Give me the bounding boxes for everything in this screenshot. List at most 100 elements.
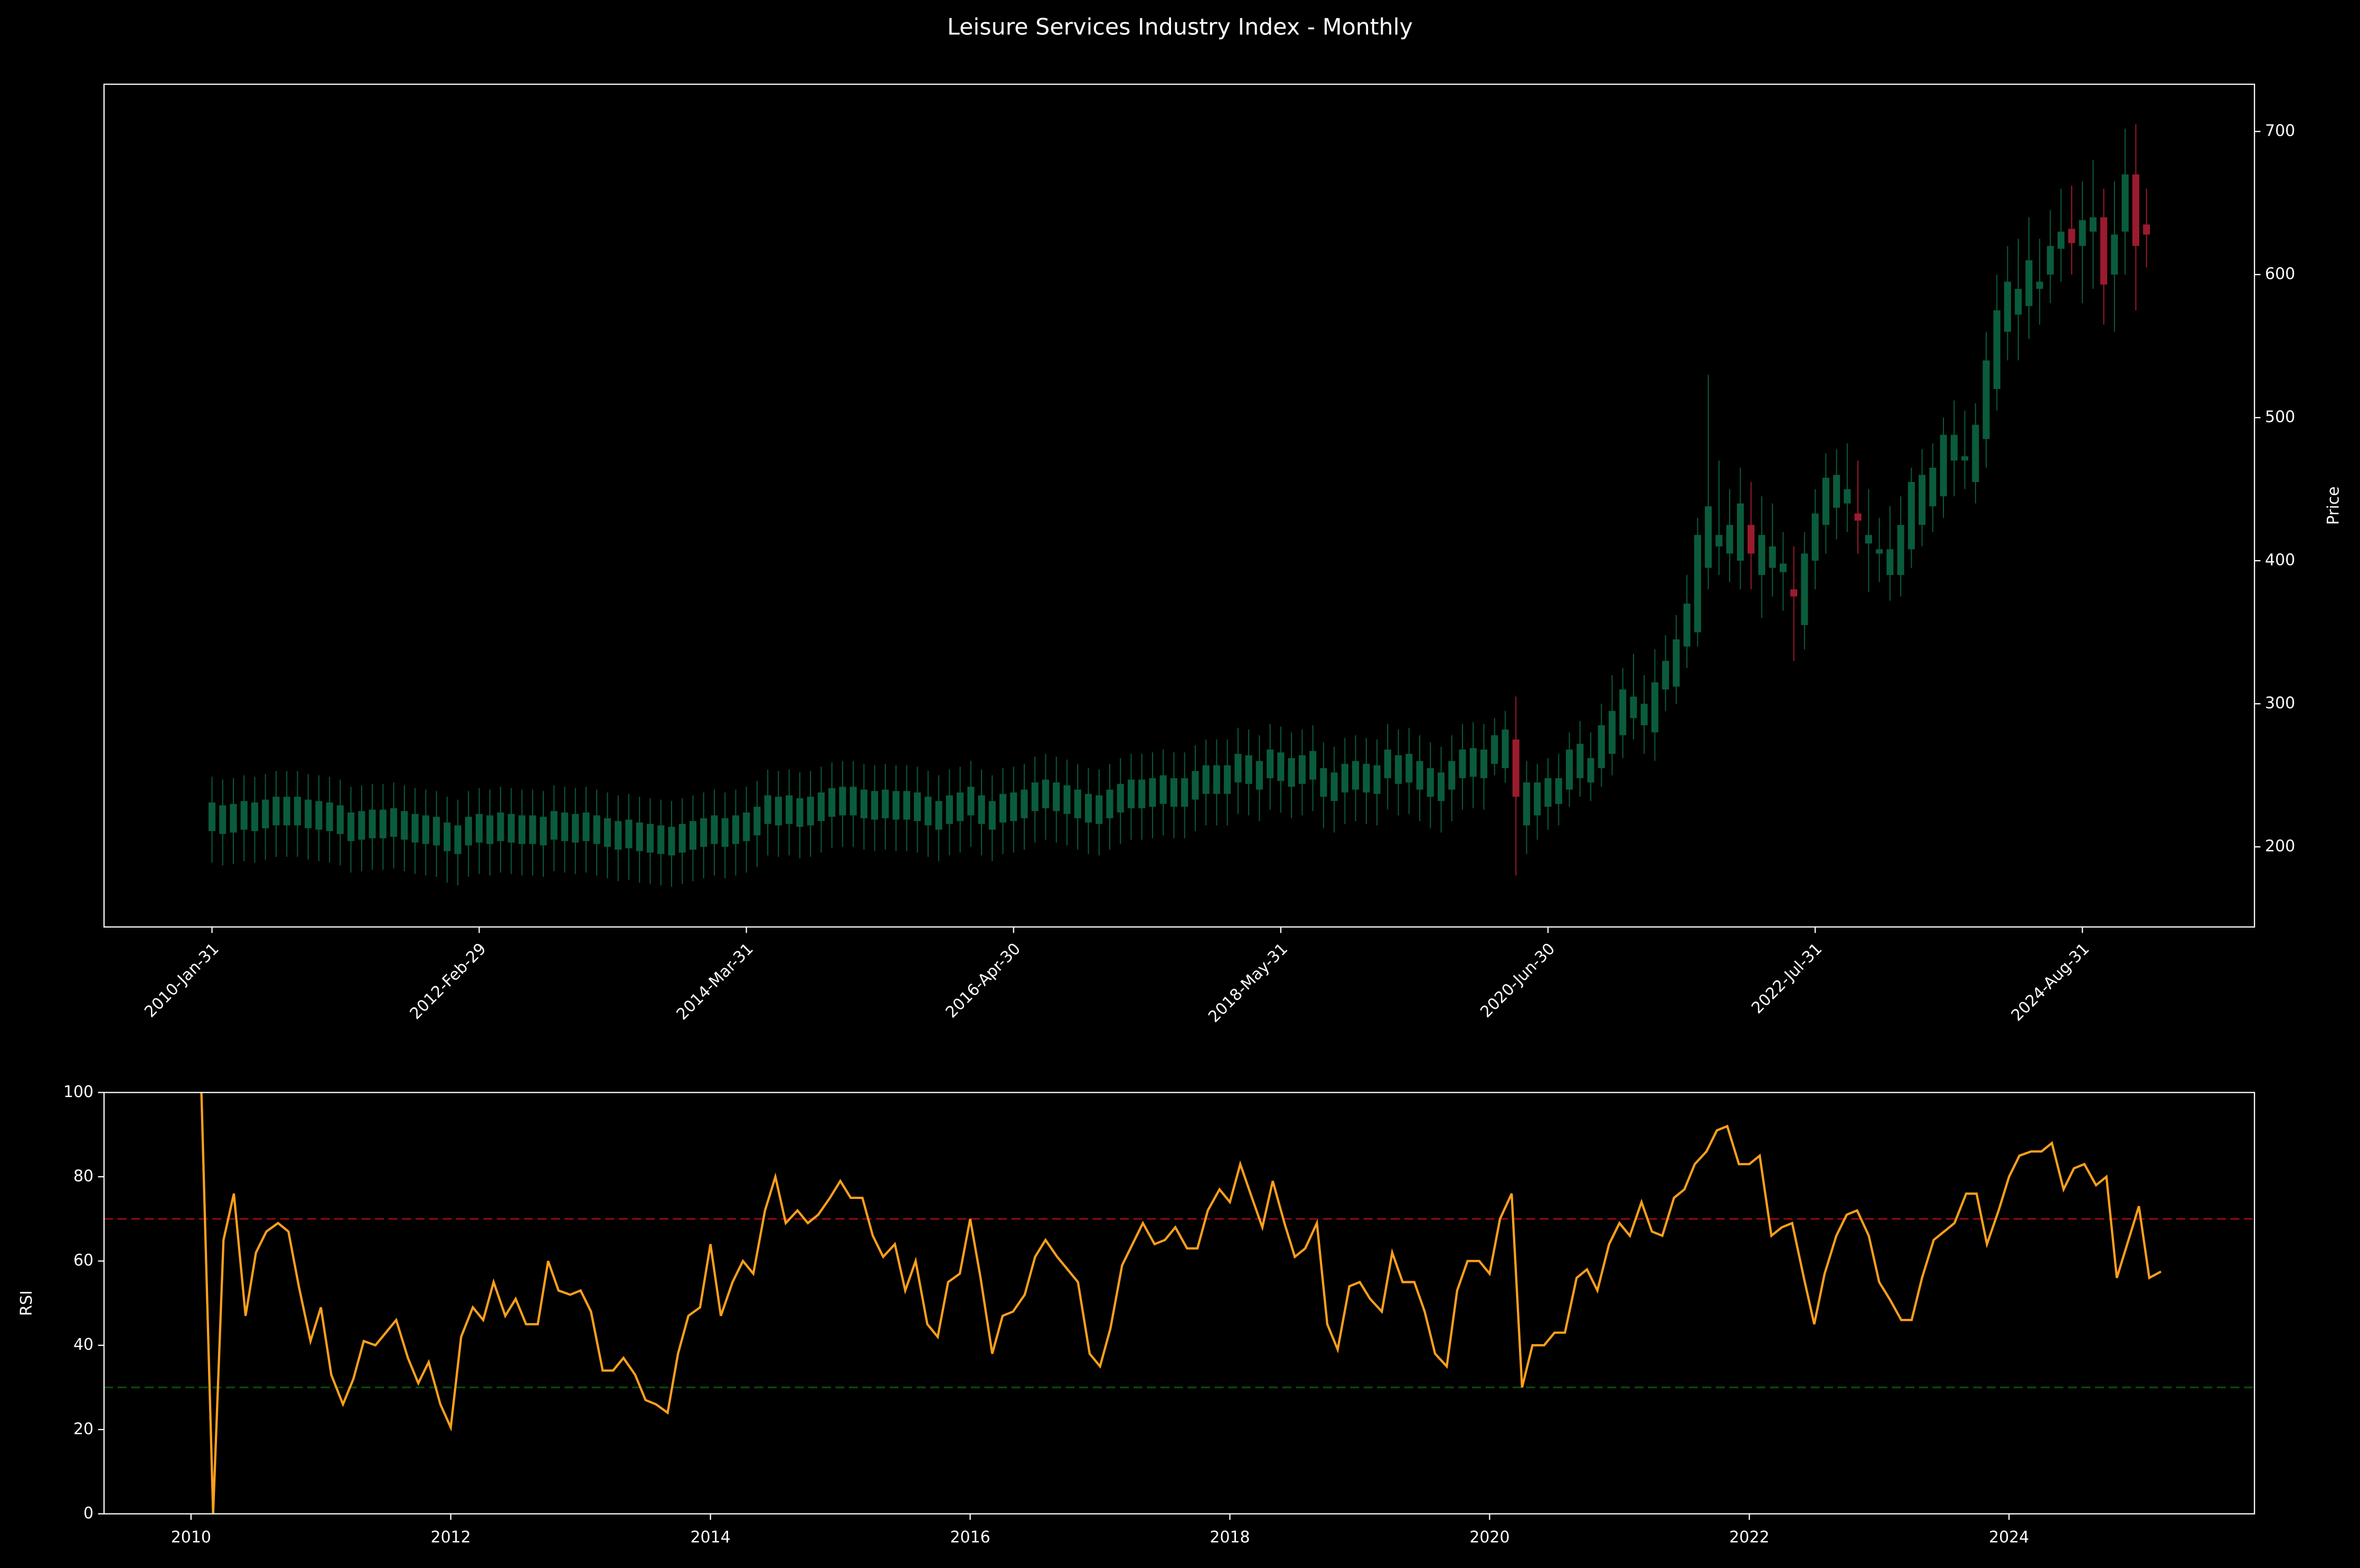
candle-body [1405,753,1413,783]
candle-body [443,822,451,852]
candle-body [1779,563,1787,572]
candle-body [540,817,547,846]
candle-body [892,791,900,820]
candle-body [369,809,376,838]
candle-body [294,797,301,826]
x-tick-label: 2024 [1989,1528,2029,1546]
candle-body [1288,758,1295,787]
candle-body [240,801,248,830]
y-tick-label: 0 [83,1504,93,1523]
candle-body [1330,772,1338,801]
y-tick-label: 80 [73,1167,93,1185]
candle-body [497,812,504,842]
candle-body [2143,224,2150,235]
candle-body [1565,749,1573,790]
candle-body [817,792,825,821]
candle-body [582,812,590,842]
candle-body [1170,778,1178,807]
candle-body [1192,771,1199,800]
candle-body [1673,639,1680,687]
candle-body [1127,779,1135,808]
candle-body [1577,743,1584,778]
candle-body [1929,467,1937,507]
candle-body [1448,761,1456,790]
candle-body [1587,758,1594,783]
candle-body [946,795,953,824]
x-tick-label: 2024-Aug-31 [2008,940,2093,1025]
candle-body [1084,794,1092,823]
candle-body [1534,782,1541,816]
y-tick-label: 400 [2265,551,2295,570]
candle-body [636,822,643,852]
candle-body [454,825,461,854]
candle-body [1715,535,1723,546]
candle-body [1010,792,1017,821]
candle-body [1886,549,1894,575]
candle-body [1950,434,1958,461]
candle-body [914,792,921,821]
y-tick-label: 40 [73,1336,93,1354]
candle-body [849,787,857,816]
y-tick-label: 100 [63,1083,93,1101]
candle-body [1512,739,1519,797]
axes-frame [103,1092,2255,1515]
candle-body [2111,234,2118,275]
y-tick-label: 500 [2265,408,2295,427]
rsi-line [200,1092,2162,1514]
candle-body [807,797,814,826]
candle-body [1245,755,1252,784]
candle-body [625,819,633,848]
candle-body [957,792,964,821]
y-tick-label: 60 [73,1251,93,1270]
candle-body [358,811,365,840]
candle-body [1748,525,1755,554]
candle-body [1640,704,1648,725]
candle-body [775,797,782,826]
candle-body [1844,489,1851,504]
candle-body [2025,260,2033,306]
candle-body [411,814,419,843]
candle-body [988,801,996,830]
candle-body [1993,310,2000,389]
x-tick-label: 2010 [171,1528,211,1546]
candle-body [1341,763,1348,793]
candle-body [1298,755,1306,784]
candle-body [1395,755,1402,784]
candle-body [615,821,622,850]
x-tick-label: 2022 [1729,1528,1769,1546]
candle-body [828,788,836,817]
x-tick-label: 2012 [431,1528,471,1546]
candle-body [1854,513,1862,521]
candle-body [1918,475,1926,525]
candle-body [1021,789,1028,818]
candle-body [390,808,398,837]
candle-body [1801,553,1808,625]
candle-body [1662,660,1669,689]
candle-body [1630,696,1637,719]
y-tick-label: 600 [2265,265,2295,284]
candle-body [882,789,889,818]
candle-body [272,797,280,826]
candle-body [1053,782,1060,811]
candle-body [1202,765,1210,794]
candle-body [1181,778,1188,807]
x-tick-label: 2020 [1469,1528,1509,1546]
candle-body [1352,761,1360,790]
candle-body [230,804,237,833]
x-tick-label: 2010-Jan-31 [141,940,223,1022]
candle-body [1159,775,1167,804]
candle-body [1619,689,1627,735]
candle-body [678,824,686,853]
candle-body [753,807,761,836]
candle-body [208,802,216,832]
candle-body [347,812,355,842]
candle-body [1705,506,1712,568]
x-tick-label: 2022-Jul-31 [1748,940,1826,1017]
candle-body [1096,795,1103,824]
candle-body [711,815,718,844]
candle-body [1234,753,1242,783]
candle-body [1726,525,1733,554]
x-tick-label: 2020-Jun-30 [1477,940,1559,1022]
candle-body [593,815,600,844]
candle-body [379,809,386,838]
